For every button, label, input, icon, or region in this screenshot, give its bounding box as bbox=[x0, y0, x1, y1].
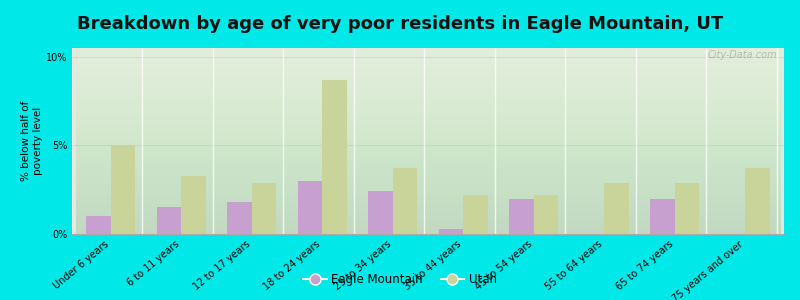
Bar bbox=[110, 146, 135, 234]
Bar bbox=[182, 176, 206, 234]
Bar bbox=[650, 199, 674, 234]
Bar bbox=[438, 229, 463, 234]
Bar bbox=[746, 169, 770, 234]
Bar bbox=[393, 169, 418, 234]
Text: City-Data.com: City-Data.com bbox=[707, 50, 777, 60]
Bar bbox=[227, 202, 252, 234]
Bar bbox=[463, 195, 488, 234]
Bar bbox=[674, 183, 699, 234]
Bar bbox=[86, 216, 110, 234]
Legend: Eagle Mountain, Utah: Eagle Mountain, Utah bbox=[298, 269, 502, 291]
Bar bbox=[157, 207, 182, 234]
Bar bbox=[534, 195, 558, 234]
Bar bbox=[322, 80, 347, 234]
Bar bbox=[298, 181, 322, 234]
Text: Breakdown by age of very poor residents in Eagle Mountain, UT: Breakdown by age of very poor residents … bbox=[77, 15, 723, 33]
Bar bbox=[252, 183, 277, 234]
Bar bbox=[604, 183, 629, 234]
Bar bbox=[509, 199, 534, 234]
Y-axis label: % below half of
poverty level: % below half of poverty level bbox=[22, 101, 43, 181]
Bar bbox=[368, 191, 393, 234]
